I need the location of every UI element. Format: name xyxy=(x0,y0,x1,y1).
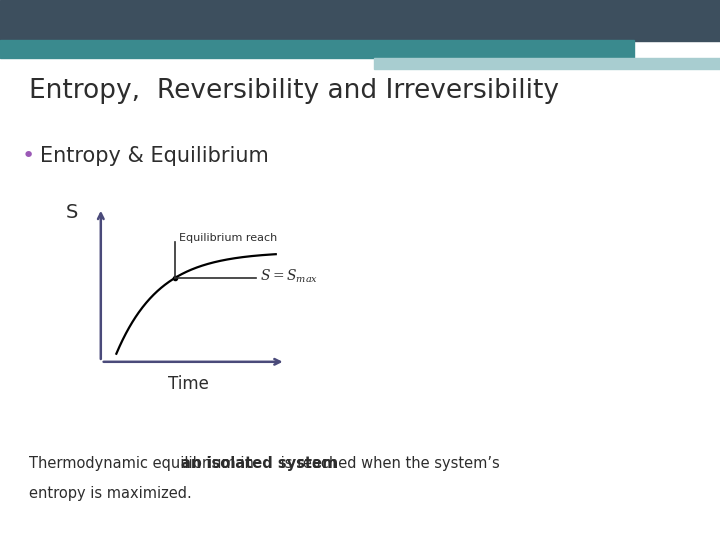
Text: Equilibrium reach: Equilibrium reach xyxy=(179,233,276,242)
Text: Thermodynamic equilibrium in: Thermodynamic equilibrium in xyxy=(29,456,258,471)
Text: S: S xyxy=(66,203,78,222)
Text: Entropy,  Reversibility and Irreversibility: Entropy, Reversibility and Irreversibili… xyxy=(29,78,559,104)
Bar xyxy=(0,0,720,40)
Bar xyxy=(0,40,634,58)
Text: •: • xyxy=(22,146,35,166)
Text: is reached when the system’s: is reached when the system’s xyxy=(276,456,500,471)
Text: Time: Time xyxy=(168,375,209,394)
Bar xyxy=(374,58,720,69)
Text: entropy is maximized.: entropy is maximized. xyxy=(29,486,192,501)
Text: an isolated system: an isolated system xyxy=(181,456,338,471)
Text: $S=S_{max}$: $S=S_{max}$ xyxy=(260,268,318,285)
Text: Entropy & Equilibrium: Entropy & Equilibrium xyxy=(40,146,269,166)
